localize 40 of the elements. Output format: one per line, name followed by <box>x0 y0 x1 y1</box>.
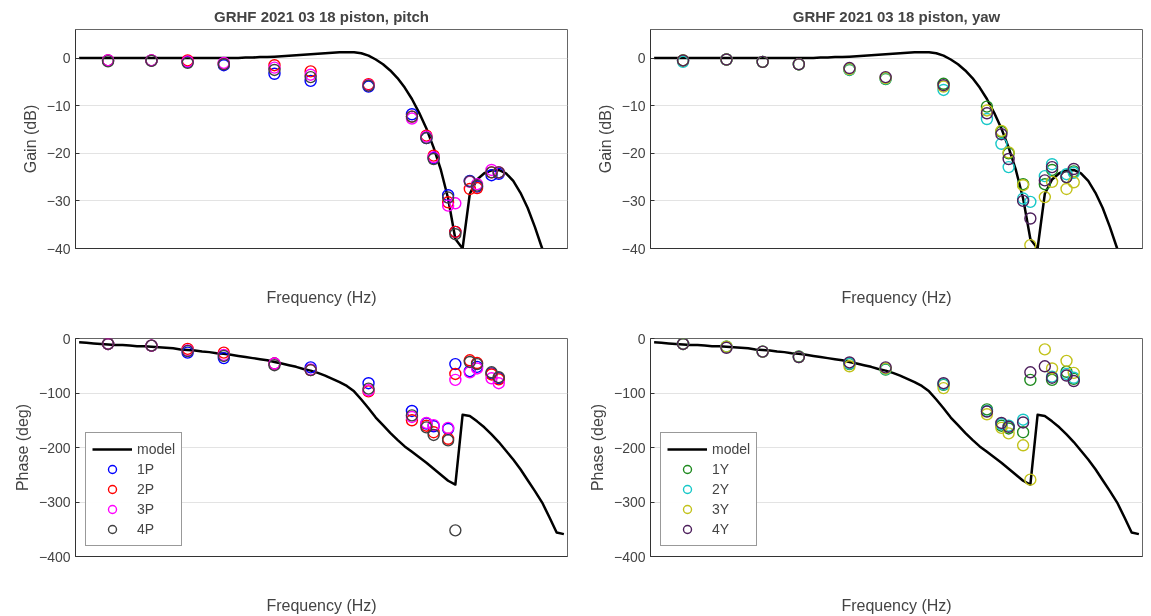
x-axis-title: Frequency (Hz) <box>266 288 377 306</box>
chart-title: GRHF 2021 03 18 piston, yaw <box>792 7 1001 25</box>
chart-title: GRHF 2021 03 18 piston, pitch <box>213 7 430 25</box>
y-tick-label: −30 <box>621 192 646 209</box>
y-tick-label: −30 <box>46 192 71 209</box>
y-tick-label: −400 <box>38 548 71 565</box>
legend-label: model <box>137 441 176 457</box>
y-tick-label: −100 <box>613 385 646 401</box>
y-axis-title: Gain (dB) <box>596 104 614 174</box>
y-tick-label: −40 <box>621 240 646 257</box>
y-tick-label: −10 <box>46 97 71 114</box>
y-axis-title: Phase (deg) <box>588 403 606 492</box>
legend-label: 1Y <box>712 461 731 477</box>
x-axis-title: Frequency (Hz) <box>841 596 952 614</box>
legend-label: 2Y <box>712 481 731 497</box>
y-tick-label: −20 <box>621 145 646 162</box>
legend-label: 1P <box>137 461 156 477</box>
y-tick-label: 0 <box>62 50 71 67</box>
y-tick-label: −400 <box>613 548 646 565</box>
y-tick-label: 0 <box>637 330 646 347</box>
y-tick-label: 0 <box>62 330 71 347</box>
y-tick-label: 0 <box>637 50 646 67</box>
x-axis-title: Frequency (Hz) <box>841 288 952 306</box>
legend-label: model <box>712 441 751 457</box>
y-axis-title: Phase (deg) <box>13 403 31 492</box>
y-tick-label: −300 <box>613 494 646 510</box>
legend-label: 4Y <box>712 521 731 537</box>
y-tick-label: −100 <box>38 385 71 401</box>
y-tick-label: −200 <box>38 439 71 456</box>
x-axis-title: Frequency (Hz) <box>266 596 377 614</box>
y-tick-label: −10 <box>621 97 646 114</box>
legend-label: 3Y <box>712 501 731 517</box>
y-axis-title: Gain (dB) <box>21 104 39 174</box>
legend-label: 4P <box>137 521 156 537</box>
y-tick-label: −20 <box>46 145 71 162</box>
y-tick-label: −40 <box>46 240 71 257</box>
legend-label: 2P <box>137 481 156 497</box>
y-tick-label: −300 <box>38 494 71 510</box>
y-tick-label: −200 <box>613 439 646 456</box>
legend-label: 3P <box>137 501 156 517</box>
